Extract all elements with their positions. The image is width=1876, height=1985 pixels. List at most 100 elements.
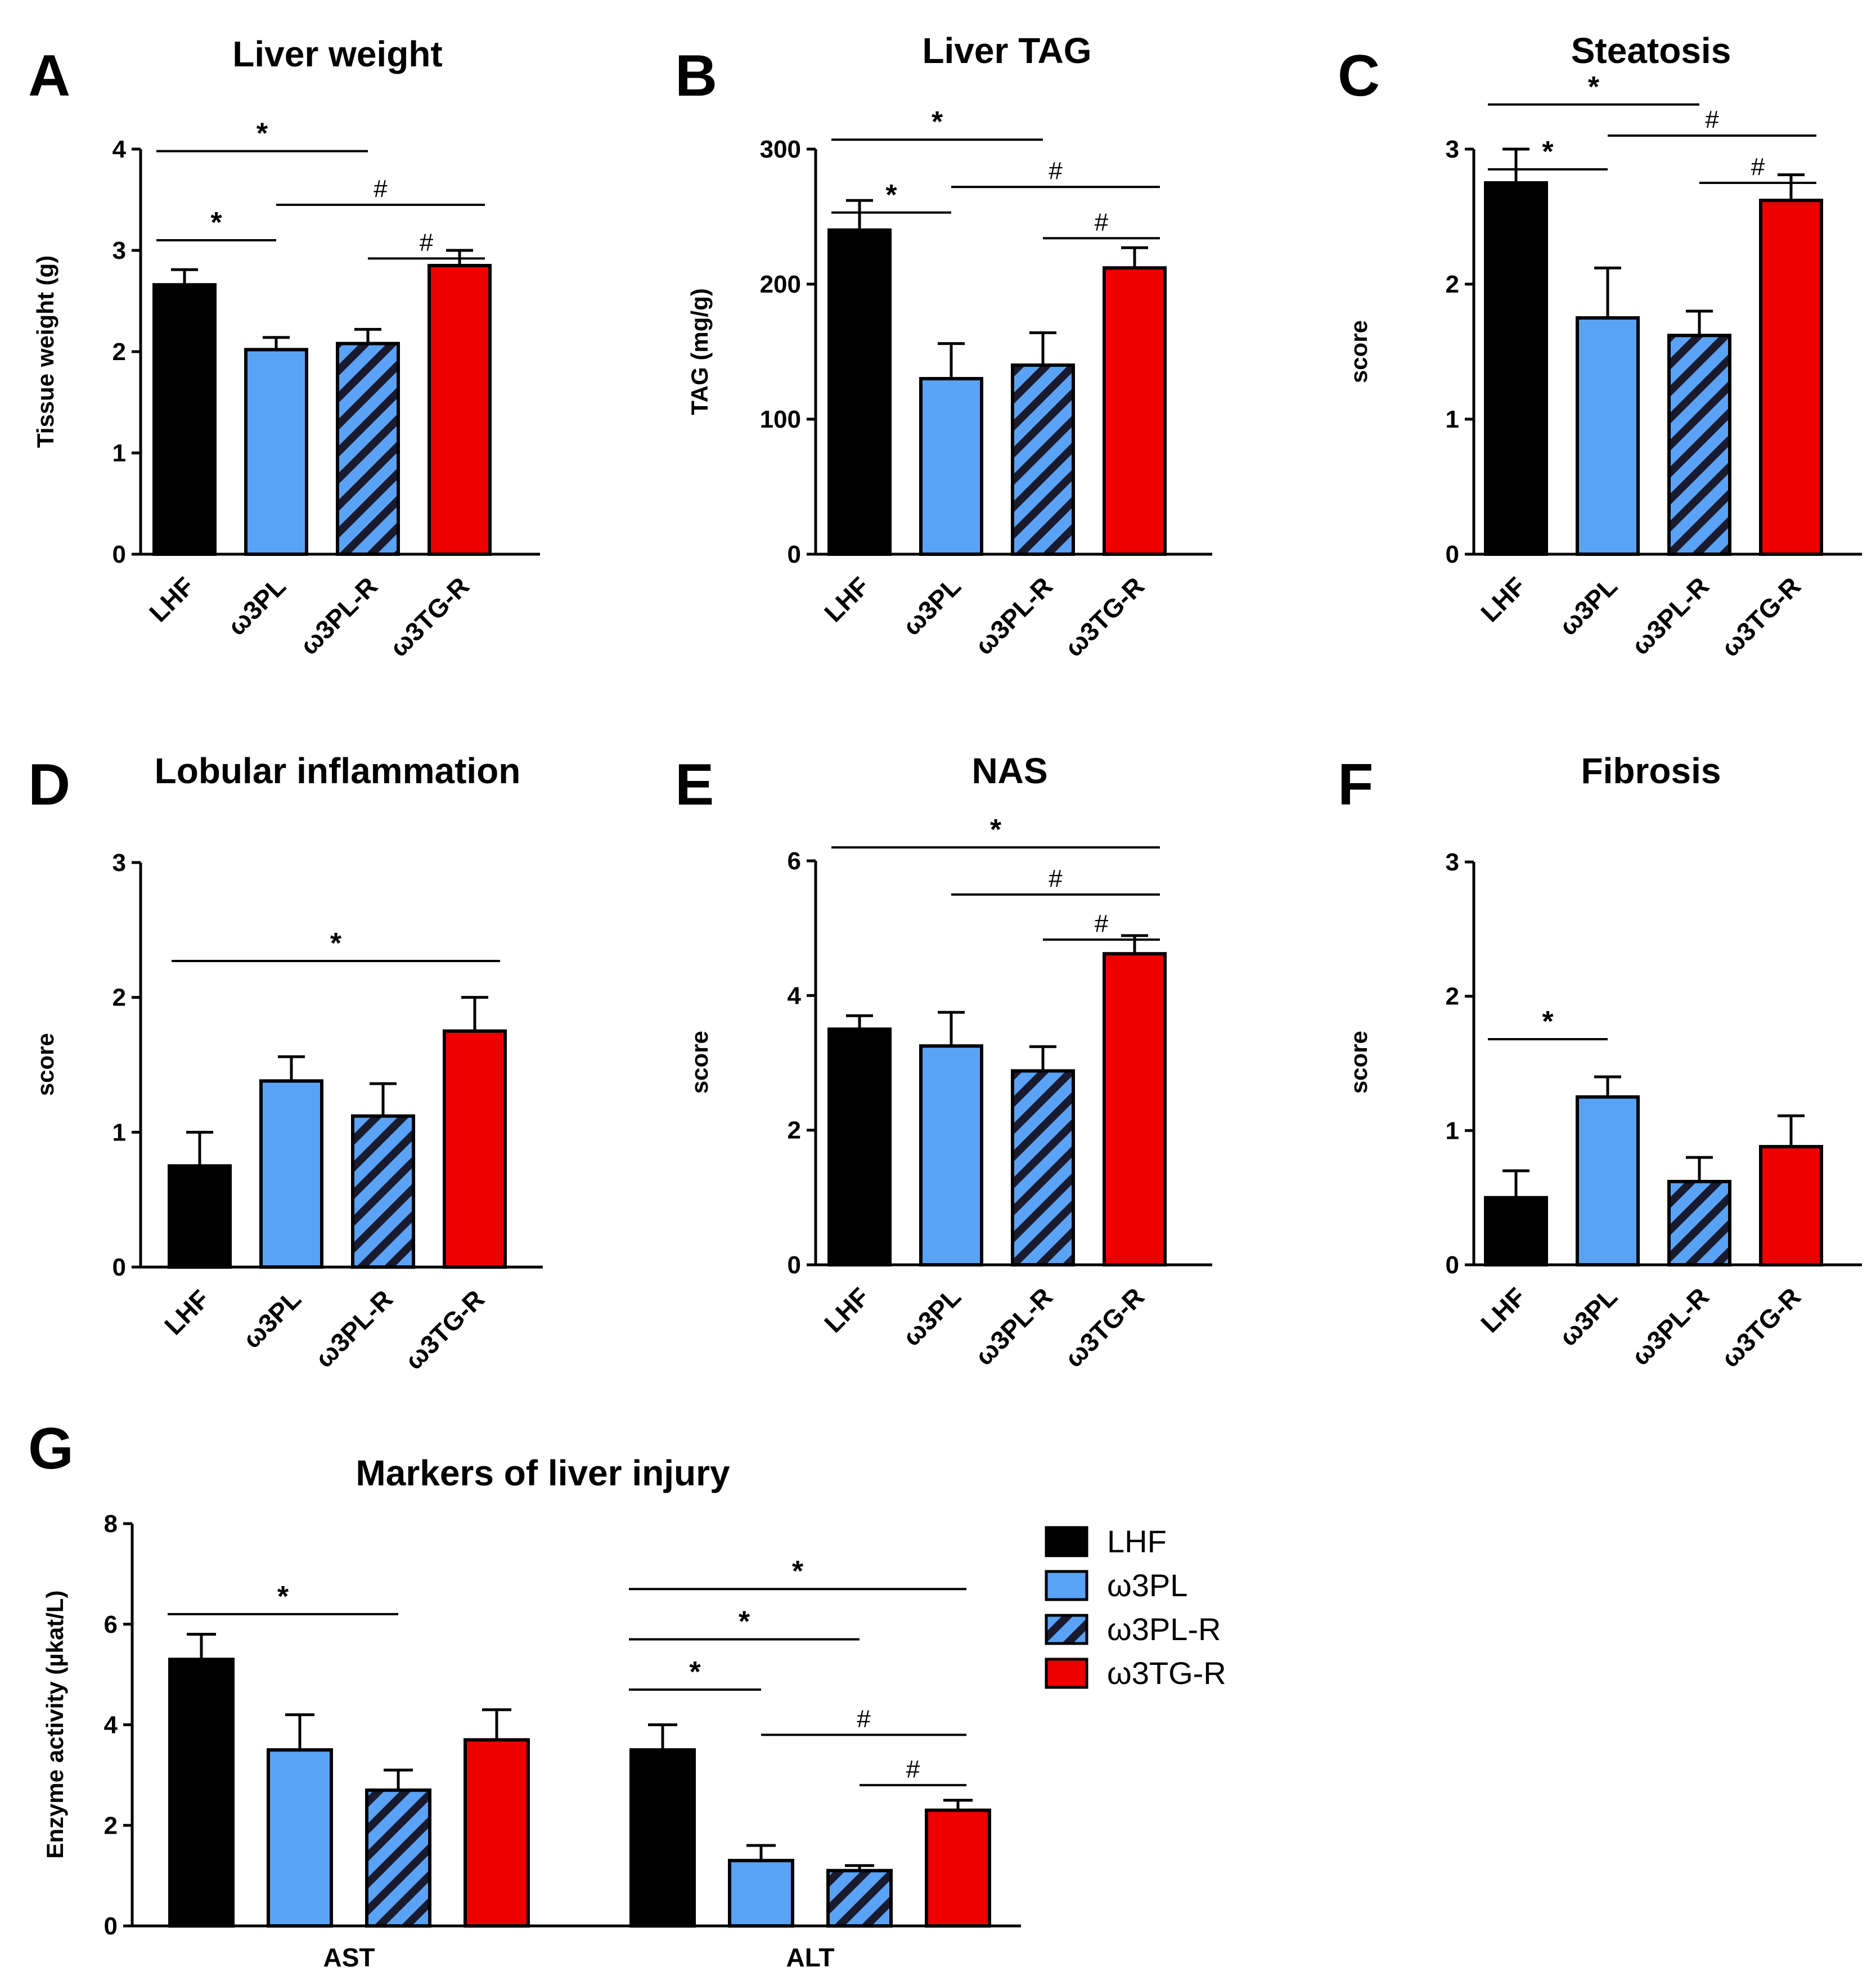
y-tick-label: 2 [1446, 983, 1459, 1011]
category-label: ω3TG-R [399, 1284, 490, 1375]
legend-swatch [1045, 1614, 1088, 1645]
bar-2 [336, 342, 400, 556]
category-label: ω3PL-R [294, 571, 383, 660]
bar-0 [827, 228, 892, 556]
bar-LHF [629, 1748, 696, 1928]
y-tick-label: 0 [104, 1912, 118, 1940]
y-axis-label: score [1346, 320, 1372, 383]
legend-swatch [1045, 1658, 1088, 1689]
bar-2 [1667, 1180, 1731, 1267]
y-tick-label: 2 [104, 1812, 118, 1839]
bar-2 [1011, 1069, 1075, 1267]
panel-f: F Fibrosis score 0 1 2 3 LHF ω3PL ω3PL-R ω3TG-R * [1338, 751, 1862, 1373]
category-label: ω3PL [897, 1282, 966, 1351]
legend-swatch [1045, 1570, 1088, 1601]
category-label: ω3PL [1553, 571, 1623, 641]
significance-mark: * [739, 1606, 750, 1638]
bar-LHF [168, 1658, 235, 1928]
category-label: ω3TG-R [384, 571, 475, 662]
y-tick-label: 0 [788, 1251, 801, 1279]
bar-0 [1484, 1196, 1548, 1267]
panel-letter: E [675, 752, 714, 818]
bar-3 [1759, 1144, 1823, 1267]
panel-title: Markers of liver injury [356, 1453, 730, 1493]
significance-mark: * [210, 206, 222, 239]
significance-mark: # [1095, 208, 1109, 236]
y-tick-label: 8 [104, 1510, 118, 1538]
panel-title: Lobular inflammation [155, 751, 521, 791]
category-label: LHF [1475, 1282, 1531, 1338]
bar-3 [428, 264, 492, 556]
bar-1 [1576, 1095, 1640, 1267]
bar-ω3PL [728, 1858, 794, 1928]
legend-label: ω3PL-R [1107, 1611, 1221, 1647]
y-tick-label: 3 [113, 237, 126, 264]
y-tick-label: 4 [104, 1712, 118, 1739]
category-label: ω3TG-R [1715, 571, 1806, 662]
y-tick-label: 0 [1446, 1251, 1459, 1279]
category-label: ω3PL-R [309, 1284, 398, 1373]
bar-ω3PL-R [365, 1788, 431, 1928]
y-tick-label: 200 [760, 271, 801, 298]
panel-c: C Steatosis score 0 1 2 3 LHF ω3PL ω3PL-R ω3TG-R * *… [1338, 30, 1862, 662]
significance-mark: * [990, 814, 1002, 846]
significance-mark: * [1588, 71, 1600, 104]
category-label: ω3TG-R [1059, 571, 1150, 662]
category-label: ω3TG-R [1715, 1282, 1806, 1373]
panel-b: B Liver TAG TAG (mg/g) 0 100 200 300 LHF ω3PL ω3P… [675, 30, 1212, 662]
y-tick-label: 0 [788, 541, 801, 568]
significance-mark: * [277, 1580, 289, 1613]
legend-swatch [1045, 1526, 1088, 1557]
bar-3 [443, 1029, 507, 1269]
panel-letter: G [28, 1416, 74, 1481]
bar-2 [1667, 334, 1731, 556]
y-tick-label: 2 [1446, 271, 1459, 298]
significance-mark: # [1049, 865, 1063, 892]
y-tick-label: 1 [113, 439, 126, 467]
significance-mark: * [689, 1656, 701, 1688]
significance-mark: # [374, 175, 388, 203]
y-tick-label: 0 [1446, 541, 1459, 568]
panel-a: A Liver weight Tissue weight (g) 0 1 2 3 4 LHF ω3… [28, 34, 540, 662]
category-label: LHF [1475, 571, 1531, 627]
bar-3 [1759, 199, 1823, 556]
bar-0 [168, 1164, 232, 1269]
panel-letter: B [675, 43, 717, 109]
y-tick-label: 2 [113, 984, 126, 1012]
panel-letter: F [1338, 752, 1374, 818]
bar-0 [1484, 181, 1548, 556]
y-axis-label: score [686, 1031, 713, 1094]
significance-mark: # [1705, 106, 1719, 133]
significance-mark: * [257, 118, 268, 150]
significance-mark: * [932, 106, 943, 138]
significance-mark: # [1095, 910, 1109, 937]
significance-mark: * [885, 179, 897, 212]
panel-title: Fibrosis [1581, 751, 1721, 791]
y-tick-label: 1 [1446, 1117, 1459, 1144]
y-axis-label: TAG (mg/g) [686, 288, 713, 415]
significance-mark: # [1751, 153, 1765, 181]
panel-g: G Markers of liver injury Enzyme activity … [28, 1416, 1226, 1972]
bar-1 [259, 1079, 323, 1269]
y-tick-label: 2 [113, 338, 126, 366]
panel-title: Liver weight [232, 34, 442, 74]
y-tick-label: 100 [760, 406, 801, 433]
panel-title: NAS [971, 751, 1047, 791]
legend-label: LHF [1107, 1524, 1167, 1559]
panel-letter: A [28, 43, 70, 109]
y-tick-label: 6 [788, 847, 801, 875]
category-label: ω3PL-R [969, 571, 1058, 660]
y-tick-label: 4 [113, 136, 127, 163]
category-label: LHF [143, 571, 200, 627]
legend: LHF ω3PL ω3PL-R ω3TG-R [1045, 1524, 1226, 1691]
bar-0 [827, 1027, 892, 1267]
group-label: ALT [786, 1943, 834, 1972]
category-label: ω3PL [1553, 1282, 1623, 1351]
significance-mark: * [1542, 136, 1554, 168]
category-label: ω3PL [897, 571, 966, 641]
y-tick-label: 3 [113, 849, 126, 877]
significance-mark: # [857, 1705, 871, 1732]
bar-3 [1103, 266, 1167, 556]
bar-1 [1576, 316, 1640, 556]
